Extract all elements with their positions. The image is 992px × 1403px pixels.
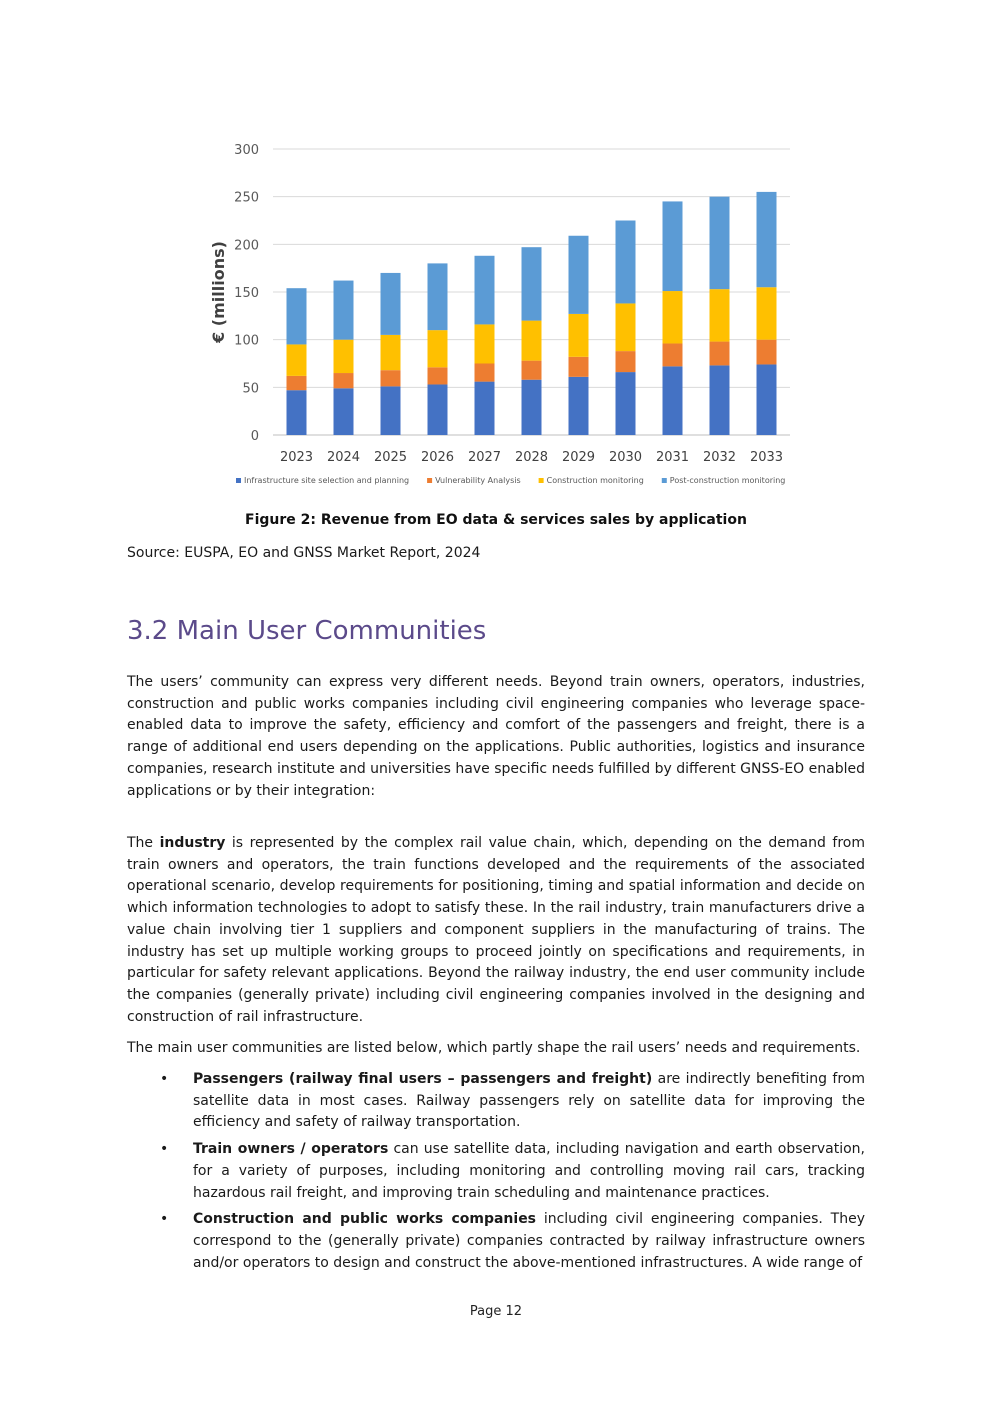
- bar-segment: [521, 360, 542, 380]
- bar-segment: [286, 288, 307, 345]
- bar-segment: [474, 324, 495, 364]
- legend-label: Construction monitoring: [547, 476, 644, 485]
- bullet-icon: •: [160, 1211, 169, 1228]
- legend-swatch: [427, 478, 433, 483]
- bar-segment: [615, 351, 636, 373]
- bar-segment: [427, 263, 448, 331]
- bar-segment: [474, 363, 495, 382]
- paragraph-user-communities-intro: The main user communities are listed bel…: [127, 1040, 861, 1056]
- bar-segment: [568, 235, 589, 314]
- y-tick-label: 0: [251, 429, 259, 444]
- legend-swatch: [661, 478, 667, 483]
- y-tick-label: 50: [242, 381, 259, 396]
- section-heading: 3.2 Main User Communities: [127, 616, 487, 646]
- bar-segment: [756, 339, 777, 365]
- bar-segment: [333, 373, 354, 389]
- list-item-bold: Train owners / operators: [193, 1141, 389, 1158]
- bar-segment: [521, 247, 542, 321]
- legend-swatch: [538, 478, 544, 483]
- chart-canvas: 0 50 100 150 200 250 300 € (millions) 2023 2024 20…: [209, 143, 790, 485]
- bar-segment: [521, 379, 542, 435]
- bar-segment: [333, 280, 354, 340]
- y-tick-label: 100: [234, 334, 259, 349]
- bar-segment: [615, 303, 636, 352]
- list-item-bold: Passengers (railway final users – passen…: [193, 1071, 653, 1087]
- list-item-text: including civil engineering companies. T…: [193, 1211, 865, 1271]
- x-tick-label: 2028: [515, 450, 548, 465]
- list-item: • Passengers (railway final users – passe…: [127, 1069, 865, 1134]
- x-tick-label: 2023: [280, 450, 313, 465]
- list-item-text: are indirectly benefiting from satellite…: [193, 1071, 865, 1131]
- bar-segment: [709, 365, 730, 435]
- bar-segment: [568, 356, 589, 377]
- bar-segment: [286, 344, 307, 376]
- bar-segment: [427, 330, 448, 368]
- bar-segment: [615, 372, 636, 435]
- bar-segment: [615, 220, 636, 304]
- bar-segment: [286, 375, 307, 391]
- x-tick-label: 2024: [327, 450, 360, 465]
- bar-segment: [709, 196, 730, 290]
- figure-caption: Figure 2: Revenue from EO data & service…: [245, 512, 747, 528]
- bullet-icon: •: [160, 1141, 169, 1158]
- bar-segment: [709, 341, 730, 366]
- list-item: • Construction and public works companies…: [127, 1209, 865, 1274]
- paragraph-industry-post: is represented by the complex rail value…: [127, 835, 865, 1025]
- paragraph-industry-bold: industry: [159, 835, 226, 851]
- bar-segment: [333, 339, 354, 374]
- bar-segment: [756, 191, 777, 288]
- bar-segment: [427, 367, 448, 385]
- bar-segment: [568, 376, 589, 435]
- y-axis-label: € (millions): [209, 241, 228, 344]
- paragraph-industry: The industry is represented by the compl…: [127, 833, 865, 1028]
- x-tick-label: 2026: [421, 450, 454, 465]
- bar-segment: [568, 313, 589, 357]
- y-tick-label: 150: [234, 286, 259, 301]
- bar-segment: [662, 343, 683, 367]
- revenue-chart: 0 50 100 150 200 250 300 € (millions) 2023 2024 20…: [200, 134, 800, 494]
- bar-segment: [474, 255, 495, 325]
- user-communities-list: • Passengers (railway final users – passe…: [127, 1069, 865, 1279]
- x-tick-label: 2027: [468, 450, 501, 465]
- paragraph-industry-pre: The: [127, 835, 160, 851]
- bar-segment: [521, 320, 542, 361]
- bar-segment: [474, 381, 495, 435]
- y-tick-label: 300: [234, 143, 259, 158]
- bar-segment: [380, 386, 401, 435]
- bullet-icon: •: [160, 1071, 169, 1087]
- paragraph-users-community: The users’ community can express very di…: [127, 674, 865, 799]
- legend-label: Infrastructure site selection and planni…: [244, 476, 409, 485]
- list-item-text: can use satellite data, including naviga…: [193, 1141, 865, 1201]
- x-tick-label: 2032: [703, 450, 736, 465]
- bar-segment: [662, 366, 683, 435]
- list-item-bold: Construction and public works companies: [193, 1211, 537, 1228]
- bar-segment: [709, 289, 730, 342]
- bar-segment: [380, 272, 401, 335]
- list-item: • Train owners / operators can use satell…: [127, 1139, 865, 1204]
- y-tick-label: 200: [234, 238, 259, 253]
- bar-segment: [756, 287, 777, 340]
- legend-label: Post-construction monitoring: [670, 476, 786, 485]
- figure-source: Source: EUSPA, EO and GNSS Market Report…: [127, 545, 481, 561]
- bar-segment: [286, 390, 307, 435]
- legend-swatch: [236, 478, 241, 483]
- x-tick-label: 2031: [656, 450, 689, 465]
- legend-label: Vulnerability Analysis: [435, 476, 521, 485]
- bar-segment: [380, 334, 401, 371]
- bar-segment: [333, 388, 354, 435]
- x-tick-label: 2029: [562, 450, 595, 465]
- page-number: Page 12: [469, 1304, 523, 1319]
- x-tick-label: 2033: [750, 450, 783, 465]
- bar-segment: [756, 364, 777, 435]
- bar-segment: [427, 384, 448, 435]
- bar-segment: [662, 201, 683, 292]
- bar-segment: [662, 291, 683, 344]
- bar-segment: [380, 370, 401, 387]
- x-tick-label: 2030: [609, 450, 642, 465]
- x-tick-label: 2025: [374, 450, 407, 465]
- y-tick-label: 250: [234, 191, 259, 206]
